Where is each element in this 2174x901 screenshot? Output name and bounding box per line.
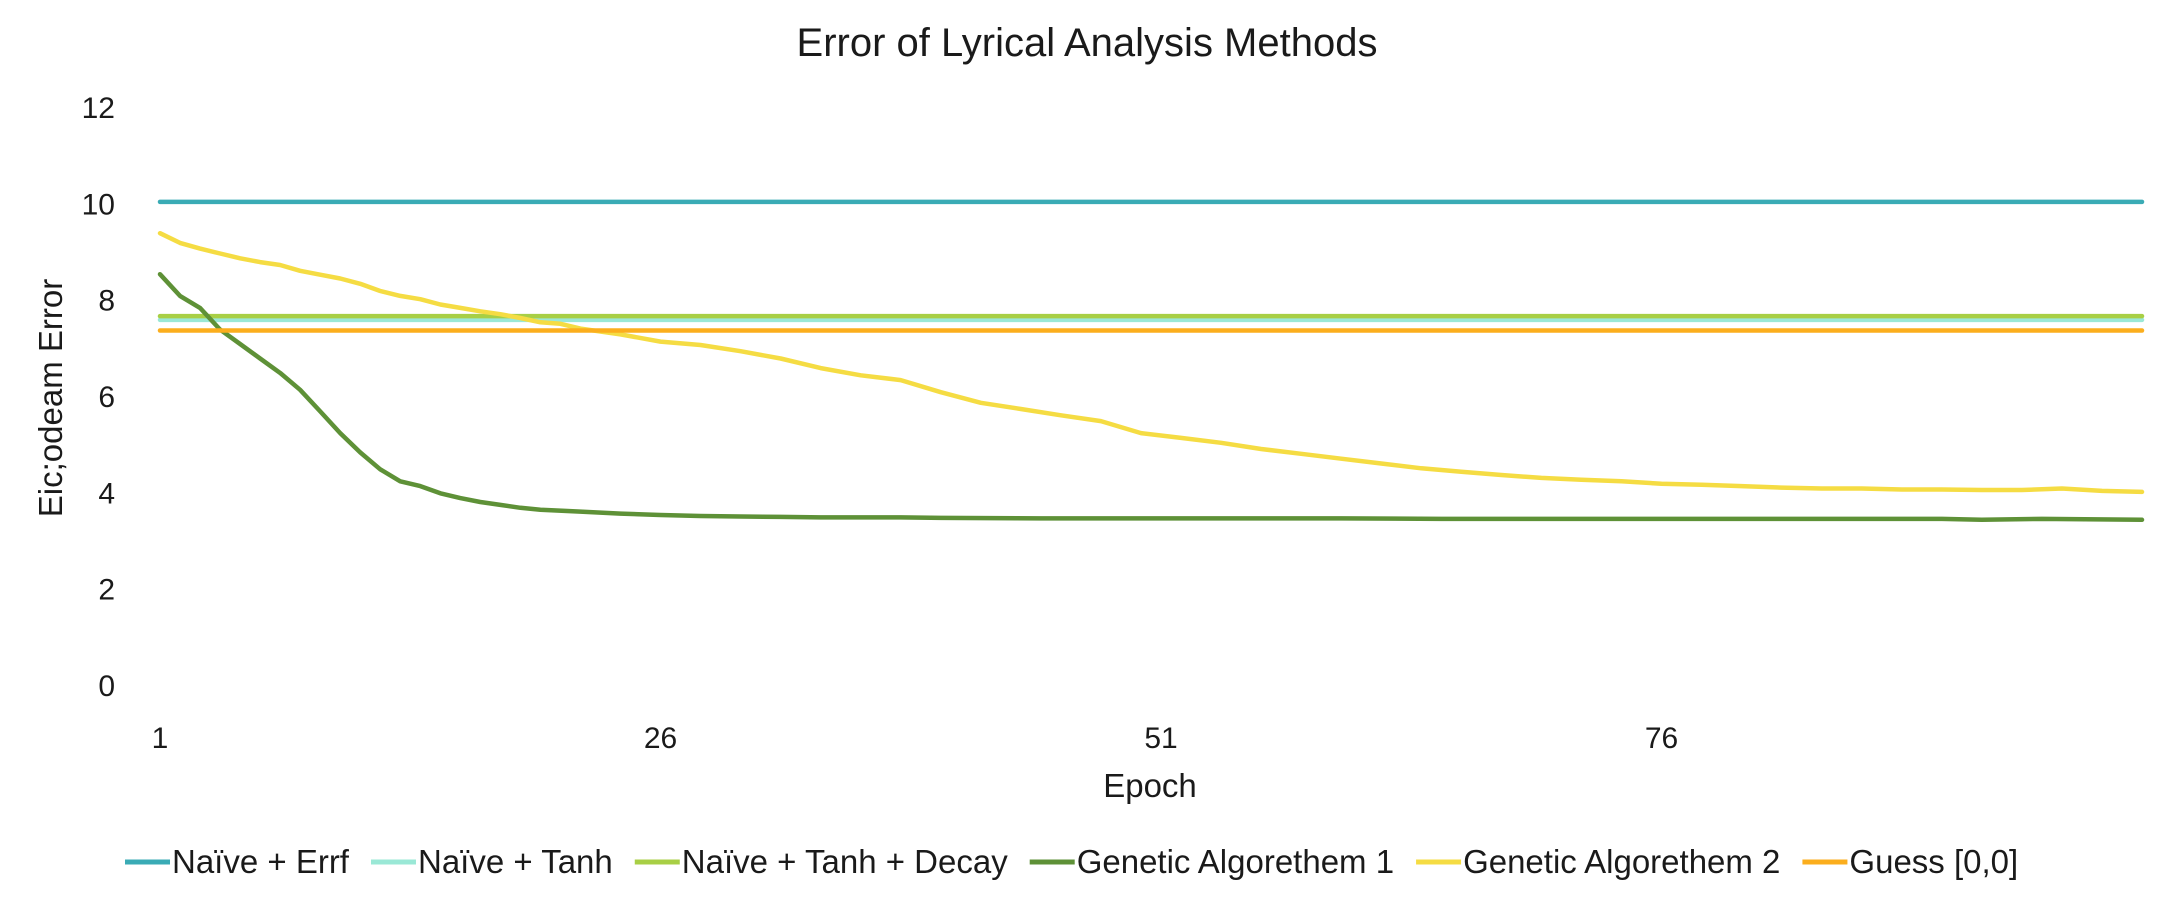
x-tick-label: 26 xyxy=(644,722,677,755)
y-tick-label: 6 xyxy=(98,381,115,414)
legend-label: Naïve + Errf xyxy=(172,843,350,880)
legend-item: Genetic Algorethem 2 xyxy=(1416,843,1780,880)
legend-item: Naïve + Tanh xyxy=(370,843,613,880)
y-axis-ticks: 0 2 4 6 8 10 12 xyxy=(82,92,115,703)
y-tick-label: 4 xyxy=(98,477,115,510)
legend: Naïve + Errf Naïve + Tanh Naïve + Tanh + D… xyxy=(125,843,2018,880)
y-tick-label: 2 xyxy=(98,574,115,607)
legend-label: Naïve + Tanh + Decay xyxy=(682,843,1008,880)
legend-label: Naïve + Tanh xyxy=(418,843,613,880)
series-line-4 xyxy=(157,271,2145,523)
legend-item: Naïve + Tanh + Decay xyxy=(634,843,1008,880)
y-axis-label: Eic;odeam Error xyxy=(32,279,69,517)
x-axis-ticks: 1 26 51 76 xyxy=(152,722,1679,755)
x-axis-label: Epoch xyxy=(1103,767,1197,804)
y-tick-label: 0 xyxy=(98,670,115,703)
legend-label: Genetic Algorethem 1 xyxy=(1077,843,1394,880)
y-tick-label: 8 xyxy=(98,285,115,318)
legend-label: Guess [0,0] xyxy=(1849,843,2018,880)
y-tick-label: 10 xyxy=(82,188,115,221)
y-tick-label: 12 xyxy=(82,92,115,125)
legend-label: Genetic Algorethem 2 xyxy=(1463,843,1780,880)
series-lines xyxy=(157,199,2145,523)
legend-item: Genetic Algorethem 1 xyxy=(1029,843,1394,880)
x-tick-label: 51 xyxy=(1144,722,1177,755)
x-tick-label: 76 xyxy=(1645,722,1678,755)
series-line-5 xyxy=(157,230,2145,495)
x-tick-label: 1 xyxy=(152,722,169,755)
legend-item: Guess [0,0] xyxy=(1802,843,2018,880)
legend-item: Naïve + Errf xyxy=(125,843,350,880)
chart-title: Error of Lyrical Analysis Methods xyxy=(797,21,1378,65)
